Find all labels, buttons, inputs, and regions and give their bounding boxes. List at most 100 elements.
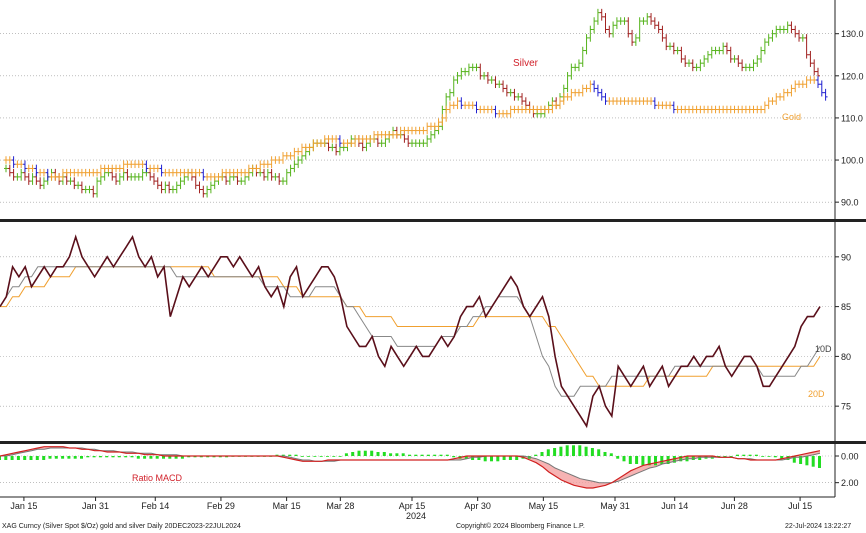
macd-histogram-bar [742, 454, 746, 456]
macd-histogram-bar [370, 450, 374, 456]
macd-histogram-bar [799, 456, 803, 464]
macd-histogram-bar [319, 456, 323, 457]
ma20-label: 20D [808, 389, 825, 399]
macd-histogram-bar [98, 456, 102, 458]
macd-histogram-bar [4, 456, 8, 460]
macd-histogram-bar [313, 456, 317, 457]
macd-histogram-bar [338, 456, 342, 457]
footer-source: XAG Curncy (Silver Spot $/Oz) gold and s… [2, 523, 241, 530]
macd-histogram-bar [401, 453, 405, 456]
macd-histogram-bar [288, 454, 292, 456]
ratio-axis-label: 90 [841, 252, 851, 262]
macd-histogram-bar [300, 456, 304, 457]
macd-histogram-bar [597, 449, 601, 456]
macd-histogram-bar [773, 456, 777, 458]
macd-histogram-bar [647, 456, 651, 466]
macd-histogram-bar [471, 456, 475, 460]
macd-histogram-bar [729, 456, 733, 457]
macd-histogram-bar [275, 454, 279, 456]
x-axis-label: Jan 31 [82, 501, 109, 511]
macd-histogram-bar [143, 456, 147, 459]
x-axis-label: Feb 14 [141, 501, 169, 511]
price-axis-label: 110.0 [841, 113, 863, 123]
macd-histogram-bar [818, 456, 821, 468]
macd-histogram-bar [130, 456, 134, 458]
macd-histogram-bar [363, 450, 367, 456]
macd-histogram-bar [35, 456, 39, 460]
macd-histogram-bar [136, 456, 140, 459]
macd-histogram-bar [48, 456, 52, 459]
macd-histogram-bar [439, 454, 443, 456]
macd-axis-label: 0.00 [841, 452, 859, 462]
macd-histogram-bar [723, 456, 727, 458]
macd-histogram-bar [187, 456, 191, 458]
macd-histogram-bar [780, 456, 784, 459]
ratio-line-20d [0, 266, 821, 387]
macd-histogram-bar [609, 453, 613, 456]
macd-histogram-bar [42, 456, 46, 460]
macd-histogram-bar [117, 456, 121, 458]
macd-label: Ratio MACD [132, 473, 183, 483]
macd-histogram-bar [29, 456, 33, 460]
macd-histogram-bar [351, 452, 355, 456]
macd-histogram-bar [483, 456, 487, 462]
macd-histogram-bar [408, 454, 411, 456]
gold-label: Gold [782, 112, 801, 122]
macd-histogram-bar [212, 456, 216, 458]
macd-histogram-bar [496, 456, 500, 462]
x-axis-label: Jan 15 [10, 501, 37, 511]
macd-histogram-bar [622, 456, 626, 462]
price-axis-label: 120.0 [841, 71, 864, 81]
macd-histogram-bar [811, 456, 815, 467]
x-axis-label: Jul 15 [788, 501, 812, 511]
x-axis-label: Apr 15 [399, 501, 426, 511]
macd-histogram-bar [111, 456, 115, 458]
macd-histogram-bar [105, 456, 109, 458]
macd-histogram-bar [124, 456, 128, 458]
macd-histogram-bar [67, 456, 71, 459]
x-axis-label: Feb 29 [207, 501, 235, 511]
ratio-axis-label: 75 [841, 402, 851, 412]
chart-labels: Silver Gold 10D 20D Ratio MACD 2024 [132, 58, 832, 521]
macd-line [0, 446, 821, 489]
macd-histogram-bar [540, 452, 544, 456]
ratio-line [0, 234, 821, 429]
macd-histogram-bar [691, 456, 695, 460]
macd-histogram-bar [0, 456, 1, 460]
macd-histogram-bar [641, 456, 645, 466]
macd-histogram-bar [426, 454, 430, 456]
x-axis-label: May 15 [529, 501, 559, 511]
macd-histogram-bar [206, 456, 210, 458]
macd-histogram-bar [754, 454, 758, 456]
x-axis-label: Mar 28 [326, 501, 354, 511]
x-axis-label: May 31 [600, 501, 630, 511]
macd-histogram-bar [395, 453, 399, 456]
price-panel [4, 8, 828, 198]
macd-histogram-bar [174, 456, 178, 459]
year-label: 2024 [406, 511, 426, 521]
macd-histogram-bar [628, 456, 632, 464]
macd-histogram-bar [376, 452, 380, 456]
gold-series [4, 76, 828, 181]
macd-histogram-bar [490, 456, 493, 462]
macd-histogram-bar [155, 456, 159, 459]
macd-histogram-bar [16, 456, 20, 460]
x-axis-label: Apr 30 [464, 501, 491, 511]
panel-separator [0, 441, 866, 444]
macd-histogram-bar [559, 446, 563, 456]
panel-backgrounds [0, 0, 866, 498]
macd-histogram-bar [10, 456, 14, 460]
macd-histogram-bar [805, 456, 809, 466]
macd-histogram-bar [654, 456, 657, 466]
macd-histogram-bar [326, 456, 329, 457]
macd-histogram-bar [736, 454, 739, 456]
macd-histogram-bar [382, 452, 386, 456]
macd-histogram-bar [162, 456, 165, 459]
macd-histogram-bar [534, 454, 538, 456]
macd-histogram-bar [23, 456, 27, 460]
macd-histogram-bar [767, 456, 771, 457]
macd-histogram-bar [307, 456, 311, 457]
macd-histogram-bar [603, 452, 607, 456]
macd-histogram-bar [149, 456, 153, 459]
